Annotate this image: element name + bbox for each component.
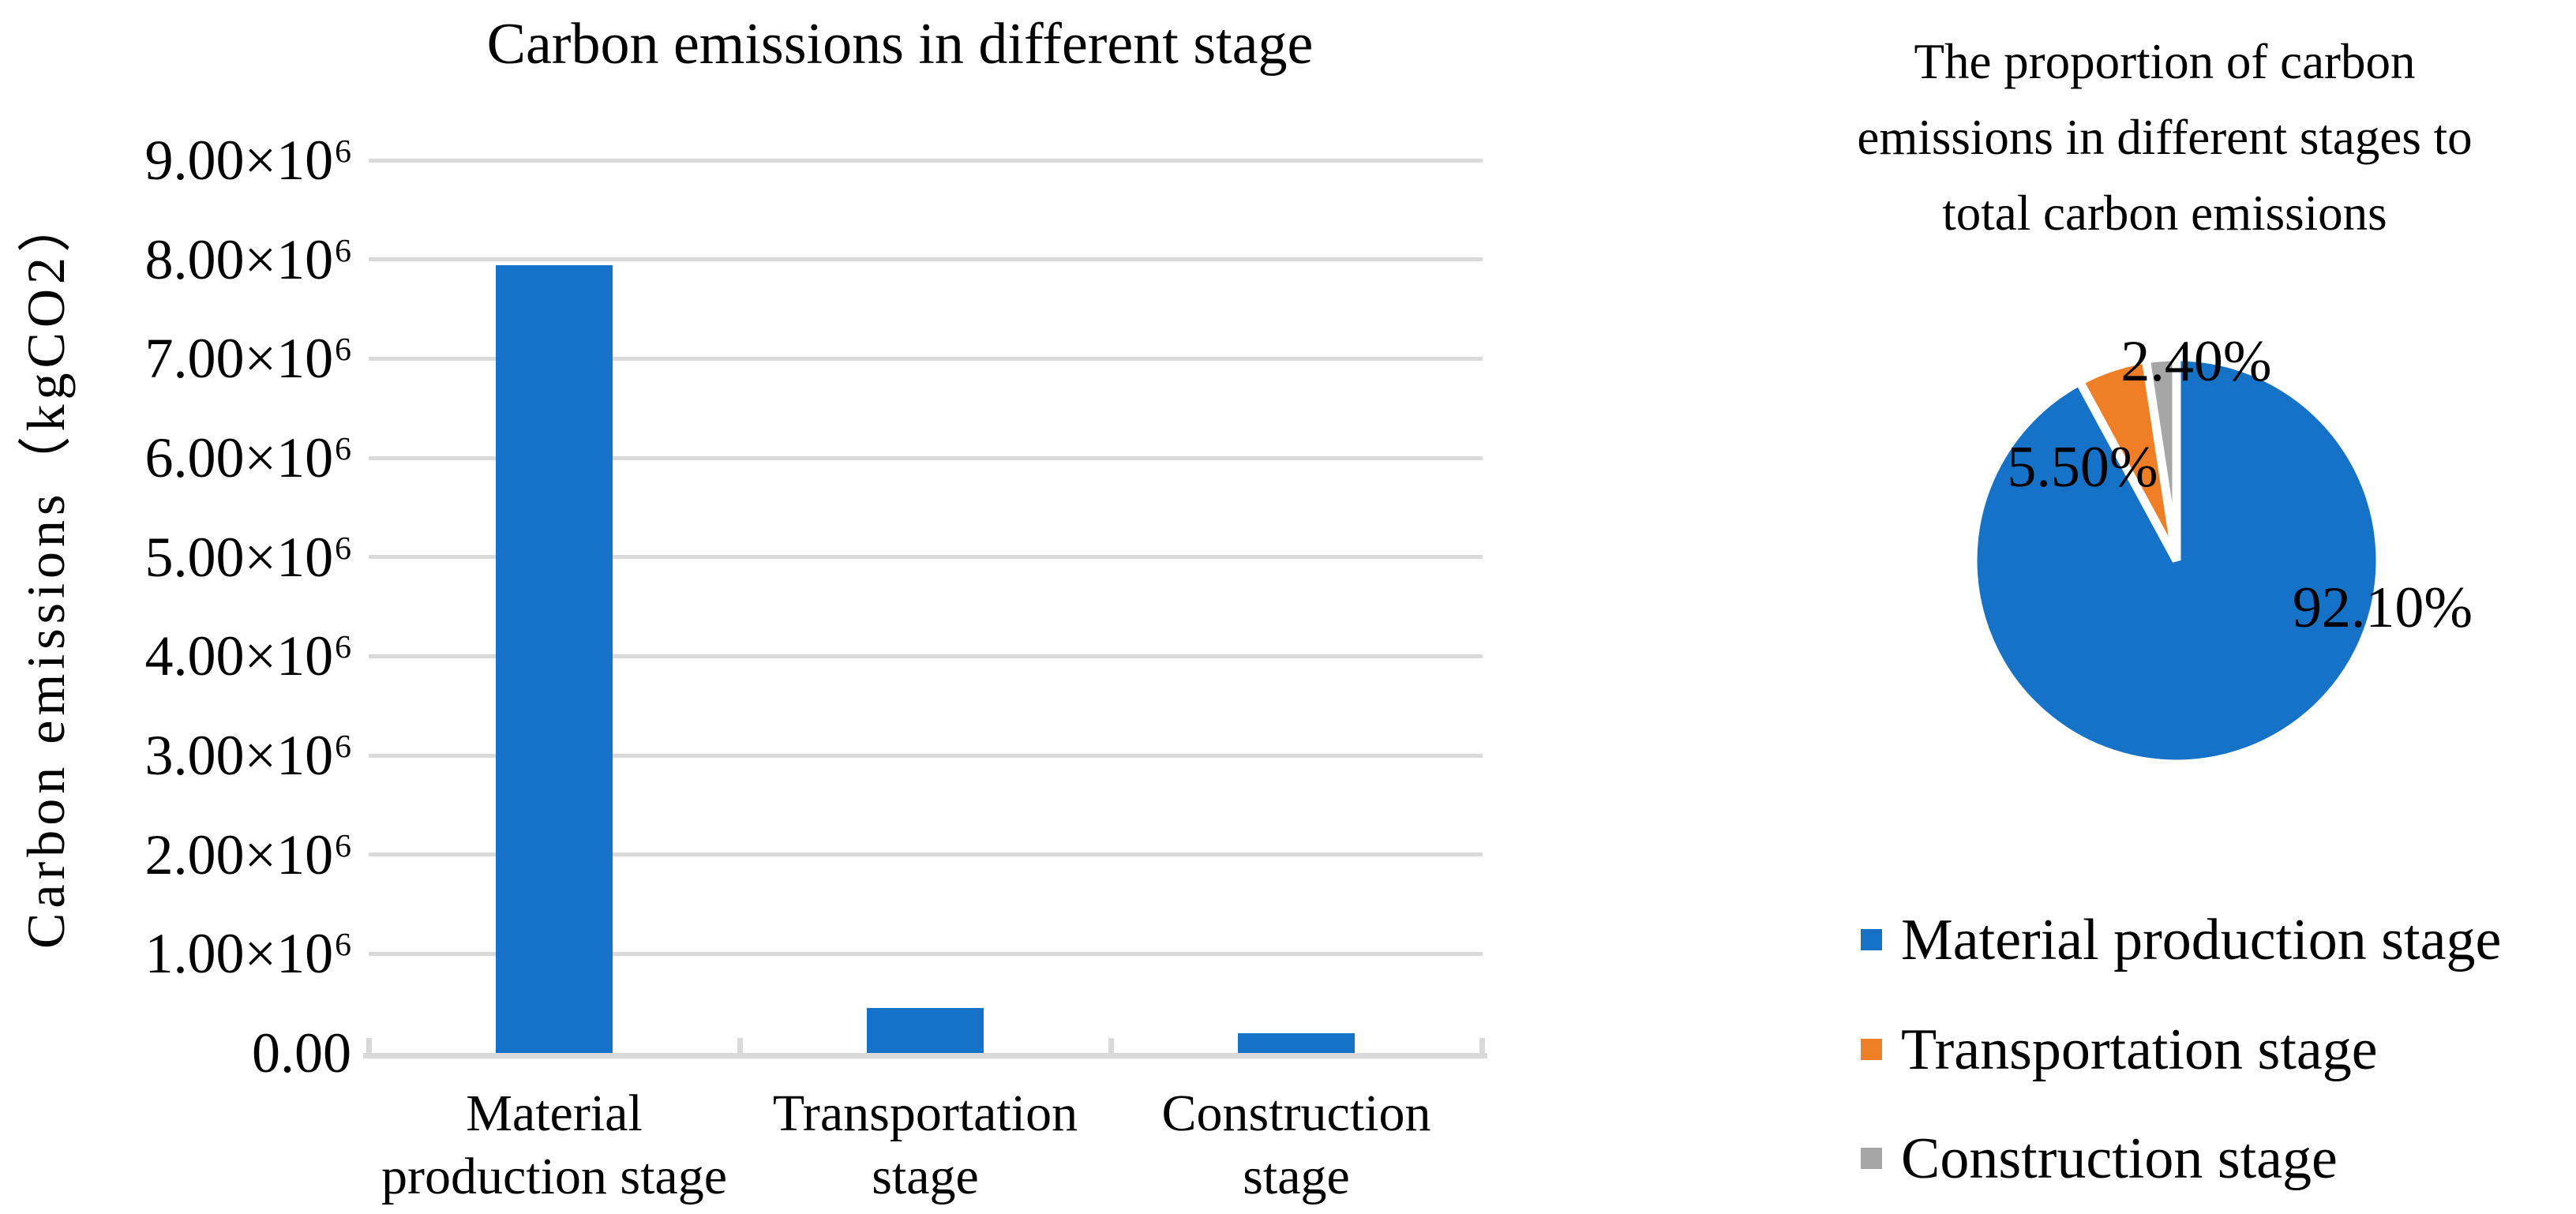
y-tick-label-base: 5.00×10: [144, 526, 334, 589]
y-tick-label-exponent: 6: [335, 431, 351, 468]
y-tick-label-base: 9.00×10: [144, 129, 334, 192]
pie-chart-title: The proportion of carbon emissions in di…: [1770, 24, 2559, 251]
y-tick-label: 9.00×106: [0, 127, 351, 193]
y-tick-label-exponent: 6: [335, 828, 351, 865]
category-label-line: Material: [466, 1085, 643, 1142]
y-tick-label: 3.00×106: [0, 722, 351, 789]
y-tick-label-exponent: 6: [335, 729, 351, 766]
y-tick-label-base: 3.00×10: [144, 724, 334, 787]
y-tick-label-base: 2.00×10: [144, 823, 334, 886]
y-tick-label-exponent: 6: [335, 629, 351, 666]
y-tick-label-exponent: 6: [335, 133, 351, 170]
gridline: [369, 357, 1483, 361]
gridline: [369, 952, 1483, 956]
category-label-line: stage: [872, 1148, 979, 1205]
gridline: [369, 754, 1483, 758]
legend-marker-1: [1861, 1039, 1882, 1060]
y-tick-label: 7.00×106: [0, 325, 351, 392]
bar-2: [1238, 1033, 1355, 1053]
bar-chart-x-axis-line: [363, 1053, 1487, 1059]
category-label-0: Material production stage: [349, 1082, 759, 1208]
gridline: [369, 159, 1483, 163]
pie-title-line-3: total carbon emissions: [1942, 185, 2387, 241]
category-label-2: Construction stage: [1091, 1082, 1502, 1208]
y-tick-label-base: 7.00×10: [144, 327, 334, 390]
category-label-line: Transportation: [772, 1085, 1078, 1142]
legend-label-1: Transportation stage: [1901, 1017, 2378, 1082]
pie-pct-label-0: 92.10%: [2292, 575, 2473, 640]
category-label-line: production stage: [381, 1148, 728, 1205]
pie-slice-2: [2140, 352, 2181, 561]
y-tick-label: 4.00×106: [0, 623, 351, 689]
x-axis-tick: [1479, 1038, 1485, 1053]
pie-pct-label-2: 2.40%: [2120, 329, 2272, 394]
pie-pct-label-1: 5.50%: [2007, 435, 2158, 500]
y-tick-label-base: 1.00×10: [144, 922, 334, 985]
pie-chart: [1968, 352, 2385, 769]
x-axis-tick: [1108, 1038, 1114, 1053]
bar-chart-title: Carbon emissions in different stage: [486, 12, 1314, 77]
y-tick-label-base: 0.00: [252, 1021, 351, 1085]
y-tick-label: 6.00×106: [0, 425, 351, 491]
gridline: [369, 257, 1483, 261]
legend-label-0: Material production stage: [1901, 908, 2502, 972]
category-label-line: stage: [1243, 1148, 1350, 1205]
bar-0: [496, 265, 613, 1053]
y-tick-label-exponent: 6: [335, 530, 351, 568]
legend-marker-2: [1861, 1148, 1882, 1169]
y-tick-label: 8.00×106: [0, 227, 351, 293]
gridline: [369, 456, 1483, 460]
gridline: [369, 555, 1483, 559]
y-tick-label: 2.00×106: [0, 822, 351, 888]
bar-1: [867, 1008, 984, 1053]
y-tick-label-exponent: 6: [335, 927, 351, 964]
y-tick-label-base: 4.00×10: [144, 624, 334, 688]
y-tick-label-base: 6.00×10: [144, 426, 334, 489]
y-tick-label-base: 8.00×10: [144, 228, 334, 291]
y-tick-label: 1.00×106: [0, 920, 351, 987]
category-label-1: Transportation stage: [720, 1082, 1131, 1208]
pie-title-line-2: emissions in different stages to: [1857, 110, 2473, 165]
gridline: [369, 852, 1483, 856]
x-axis-tick: [737, 1038, 743, 1053]
category-label-line: Construction: [1161, 1085, 1431, 1142]
y-tick-label-exponent: 6: [335, 233, 351, 270]
gridline: [369, 654, 1483, 658]
legend-marker-0: [1861, 929, 1882, 950]
y-tick-label: 0.00: [0, 1020, 351, 1086]
y-tick-label-exponent: 6: [335, 332, 351, 369]
x-axis-tick: [366, 1038, 372, 1053]
y-tick-label: 5.00×106: [0, 524, 351, 590]
pie-title-line-1: The proportion of carbon: [1914, 34, 2416, 89]
legend-label-2: Construction stage: [1901, 1126, 2338, 1191]
